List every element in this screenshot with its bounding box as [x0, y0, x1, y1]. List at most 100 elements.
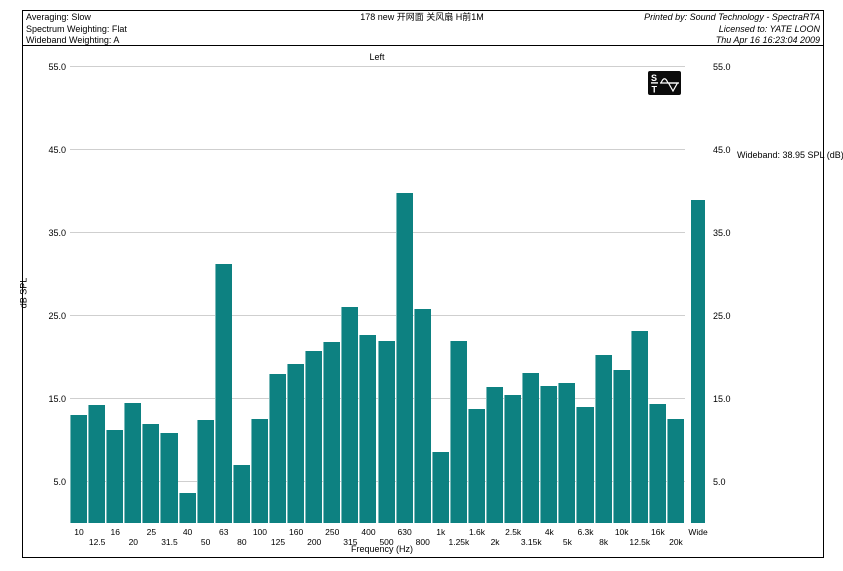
bar-125 — [268, 373, 287, 523]
x-tick-6.3k: 6.3k — [577, 527, 594, 537]
print-timestamp: Thu Apr 16 16:23:04 2009 — [715, 35, 820, 45]
bar-40 — [178, 493, 196, 523]
bar-1k — [431, 451, 449, 523]
bar-2k — [486, 387, 504, 523]
bar-25 — [142, 423, 160, 523]
x-tick-16: 16 — [110, 527, 120, 537]
bar-6.3k — [576, 406, 594, 523]
y-tick-right-15.0: 15.0 — [713, 393, 731, 404]
y-tick-left-25.0: 25.0 — [48, 310, 66, 321]
x-axis-title: Frequency (Hz) — [350, 544, 413, 554]
x-tick-10: 10 — [74, 527, 84, 537]
svg-text:S: S — [651, 73, 657, 83]
x-tick-wide: Wide — [688, 527, 708, 537]
x-tick-80: 80 — [237, 537, 247, 547]
bar-500 — [377, 340, 395, 523]
bar-100 — [250, 418, 268, 523]
bar-20k — [666, 418, 684, 523]
bar-1.25k — [449, 340, 467, 523]
bar-630 — [395, 193, 413, 523]
spectrum-weighting-setting: Spectrum Weighting: Flat — [26, 23, 127, 34]
measurement-title: 178 new 开网面 关风扇 H前1M — [360, 12, 484, 22]
y-axis-title: dB SPL — [18, 277, 29, 309]
wideband-weighting-setting: Wideband Weighting: A — [26, 35, 120, 45]
bar-16 — [106, 430, 124, 523]
y-tick-left-35.0: 35.0 — [48, 227, 66, 238]
bar-63 — [214, 263, 232, 523]
bar-200 — [305, 350, 323, 523]
y-tick-left-55.0: 55.0 — [48, 62, 66, 72]
x-tick-1.25k: 1.25k — [448, 537, 470, 547]
x-tick-5k: 5k — [562, 537, 572, 547]
y-tick-right-45.0: 45.0 — [713, 144, 731, 155]
bar-315 — [341, 306, 359, 523]
bar-80 — [232, 464, 250, 523]
bar-wideband — [691, 200, 705, 523]
bar-250 — [323, 342, 341, 523]
svg-text:T: T — [652, 85, 658, 95]
x-tick-1.6k: 1.6k — [468, 527, 486, 537]
y-tick-right-55.0: 55.0 — [713, 62, 731, 72]
x-tick-315: 315 — [343, 537, 358, 547]
x-tick-12.5k: 12.5k — [629, 537, 651, 547]
x-tick-125: 125 — [270, 537, 286, 547]
bar-50 — [196, 420, 214, 523]
y-tick-left-45.0: 45.0 — [48, 144, 66, 155]
x-tick-20: 20 — [128, 537, 139, 547]
gridline-25 — [70, 314, 685, 316]
bar-800 — [413, 309, 431, 523]
bar-16k — [648, 404, 666, 523]
x-tick-160: 160 — [289, 527, 304, 537]
y-tick-left-15.0: 15.0 — [48, 393, 66, 404]
x-tick-250: 250 — [325, 527, 340, 537]
sound-technology-logo-icon: S T — [648, 71, 681, 95]
x-tick-500: 500 — [379, 537, 394, 547]
bar-5k — [558, 382, 576, 523]
y-tick-right-5.0: 5.0 — [713, 476, 726, 487]
x-tick-3.15k: 3.15k — [520, 537, 542, 547]
bar-4k — [540, 386, 558, 523]
bar-10k — [612, 369, 630, 523]
x-tick-100: 100 — [252, 527, 268, 537]
gridline-45 — [70, 148, 685, 150]
x-tick-4k: 4k — [544, 527, 554, 537]
bar-31.5 — [160, 433, 178, 523]
bar-400 — [359, 334, 377, 523]
report-frame — [22, 10, 824, 558]
x-tick-200: 200 — [307, 537, 322, 547]
x-tick-10k: 10k — [614, 527, 629, 537]
y-tick-right-25.0: 25.0 — [713, 310, 731, 321]
bar-3.15k — [522, 372, 540, 523]
averaging-setting: Averaging: Slow — [26, 12, 91, 22]
x-tick-400: 400 — [361, 527, 376, 537]
bar-2.5k — [504, 395, 522, 523]
bar-20 — [124, 402, 142, 523]
x-tick-2k: 2k — [490, 537, 500, 547]
wideband-spl-readout: Wideband: 38.95 SPL (dB) — [737, 150, 843, 160]
bar-160 — [287, 363, 305, 523]
bar-12.5k — [630, 331, 648, 523]
x-tick-800: 800 — [415, 537, 430, 547]
licensed-to-text: Licensed to: YATE LOON — [718, 23, 820, 34]
x-tick-630: 630 — [397, 527, 412, 537]
x-tick-25: 25 — [146, 527, 157, 537]
bar-1.6k — [467, 408, 486, 523]
x-tick-2.5k: 2.5k — [505, 527, 522, 537]
x-tick-16k: 16k — [651, 527, 665, 537]
bar-12.5 — [88, 405, 106, 523]
x-tick-63: 63 — [219, 527, 229, 537]
printed-by-text: Printed by: Sound Technology - SpectraRT… — [644, 12, 820, 22]
x-tick-8k: 8k — [599, 537, 609, 547]
x-tick-20k: 20k — [669, 537, 683, 547]
header-settings-block: Averaging: Slow Spectrum Weighting: Flat… — [26, 12, 127, 47]
y-tick-left-5.0: 5.0 — [53, 476, 66, 487]
y-tick-right-35.0: 35.0 — [713, 227, 731, 238]
spectrum-plot-area — [70, 66, 685, 523]
chart-title: Left — [369, 52, 385, 62]
bar-8k — [594, 354, 612, 523]
bar-10 — [70, 415, 88, 523]
x-tick-1k: 1k — [436, 527, 446, 537]
gridline-55 — [70, 66, 685, 67]
x-tick-12.5: 12.5 — [88, 537, 106, 547]
